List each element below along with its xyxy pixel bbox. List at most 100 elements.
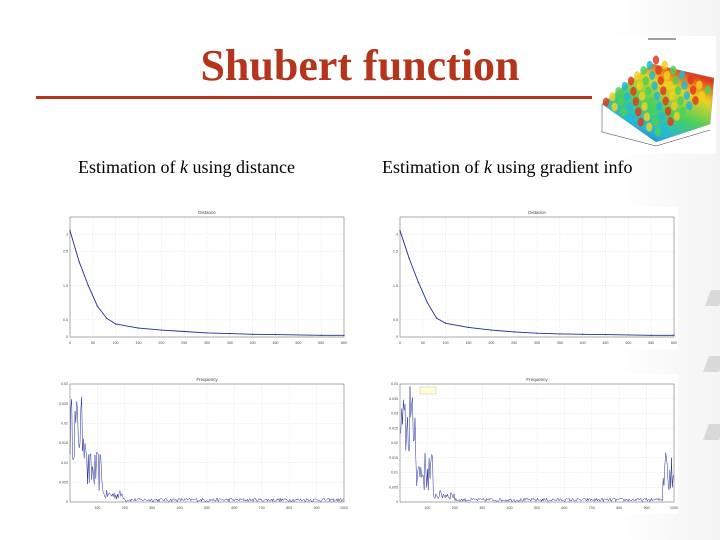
x-tick-label: 450 bbox=[273, 341, 279, 345]
data-point bbox=[536, 332, 538, 334]
x-tick-label: 900 bbox=[314, 506, 320, 510]
surface-peak bbox=[652, 55, 660, 65]
y-tick-label: 0.025 bbox=[59, 402, 68, 406]
surface-peak bbox=[662, 96, 669, 106]
surface-peak bbox=[683, 91, 690, 100]
y-tick-label: 0.015 bbox=[59, 441, 68, 445]
surface-peak bbox=[626, 102, 633, 112]
surface-peak bbox=[634, 71, 641, 81]
data-point bbox=[604, 334, 607, 336]
surface-peak bbox=[661, 122, 668, 132]
surface-peak bbox=[678, 70, 686, 80]
y-tick-label: 0.03 bbox=[61, 382, 68, 386]
data-point bbox=[445, 322, 447, 324]
x-tick-label: 300 bbox=[479, 506, 485, 510]
surface-peak bbox=[687, 75, 694, 85]
surface-peak bbox=[627, 76, 635, 86]
surface-peak bbox=[611, 102, 618, 112]
surface-peak bbox=[668, 91, 676, 101]
surface-peak bbox=[677, 96, 684, 106]
x-tick-label: 200 bbox=[488, 341, 494, 345]
surface-peak bbox=[624, 92, 631, 101]
chart-right-top: Distance 0 50 100 150 200 250 300 350 400 450 500 55… bbox=[388, 207, 678, 349]
surface-peak bbox=[642, 76, 650, 86]
data-point bbox=[343, 334, 345, 336]
surface-peak bbox=[660, 86, 667, 96]
series-line bbox=[69, 230, 344, 336]
y-tick-label: 0.01 bbox=[61, 461, 68, 465]
data-point bbox=[582, 333, 584, 335]
title-underline bbox=[36, 96, 614, 99]
x-tick-label: 100 bbox=[94, 506, 100, 510]
y-tick-label: 3 bbox=[66, 232, 68, 236]
plot-frame bbox=[399, 383, 675, 503]
surface-peak bbox=[661, 60, 668, 70]
surface-peak bbox=[658, 112, 665, 121]
x-tick-label: 150 bbox=[466, 341, 472, 345]
surface-peaks bbox=[602, 55, 712, 137]
y-tick-label: 0.01 bbox=[391, 471, 398, 475]
data-point bbox=[627, 334, 629, 336]
datatip-box bbox=[419, 386, 437, 395]
surface-peak bbox=[673, 111, 680, 121]
x-tick-label: 0 bbox=[399, 341, 401, 345]
surface-peak bbox=[689, 85, 697, 95]
data-point bbox=[115, 323, 117, 325]
data-point bbox=[229, 332, 231, 335]
chart-left-top: Distance 0 50 100 150 200 250 300 350 400 450 500 55… bbox=[58, 207, 348, 349]
surface-peak bbox=[672, 75, 679, 85]
x-tick-label: 550 bbox=[648, 341, 654, 345]
x-tick-label: 400 bbox=[580, 341, 586, 345]
surface-peak bbox=[636, 81, 643, 91]
y-tick-label: 0.03 bbox=[391, 412, 398, 416]
y-tick-label: 0.005 bbox=[59, 481, 68, 485]
series-line bbox=[399, 230, 674, 336]
surface-peak bbox=[641, 102, 648, 111]
y-tick-label: 1.5 bbox=[393, 284, 398, 288]
data-point bbox=[650, 334, 652, 336]
x-tick-label: 400 bbox=[507, 506, 513, 510]
surface-peak bbox=[645, 86, 652, 96]
y-tick-label: 0.04 bbox=[391, 382, 398, 386]
x-tick-label: 500 bbox=[534, 506, 540, 510]
x-tick-label: 250 bbox=[511, 341, 517, 345]
y-tick-label: 0 bbox=[396, 500, 398, 504]
surface-peak bbox=[649, 71, 656, 80]
surface-peak bbox=[609, 92, 616, 102]
chart-title: Distance bbox=[198, 210, 216, 215]
surface-peak bbox=[617, 97, 625, 107]
y-tick-label: 0.02 bbox=[391, 441, 398, 445]
y-tick-label: 0 bbox=[66, 500, 68, 504]
y-tick-label: 0 bbox=[66, 335, 68, 339]
data-point bbox=[96, 305, 98, 307]
surface-peak bbox=[647, 96, 654, 106]
surface-peak bbox=[654, 127, 662, 137]
x-tick-label: 300 bbox=[149, 506, 155, 510]
series-line bbox=[69, 396, 345, 503]
chart-title: Frequency bbox=[526, 377, 548, 382]
x-tick-label: 400 bbox=[177, 506, 183, 510]
data-point bbox=[513, 331, 515, 333]
surface-peak bbox=[637, 117, 644, 127]
data-point bbox=[160, 329, 162, 331]
surface-peak bbox=[655, 65, 662, 75]
surface-peak bbox=[698, 90, 705, 100]
x-tick-label: 0 bbox=[69, 341, 71, 345]
surface-peak bbox=[653, 91, 661, 101]
data-point bbox=[408, 257, 410, 259]
y-tick-label: 0.025 bbox=[389, 426, 398, 430]
surface-peak bbox=[620, 107, 627, 117]
surface-peak bbox=[692, 96, 699, 105]
y-tick-label: 1.5 bbox=[63, 284, 68, 288]
data-point bbox=[490, 329, 492, 331]
x-tick-label: 300 bbox=[534, 341, 540, 345]
data-point bbox=[297, 334, 299, 336]
surface-peak bbox=[646, 60, 653, 70]
x-tick-label: 700 bbox=[259, 506, 265, 510]
plot-frame bbox=[399, 216, 675, 338]
x-tick-label: 300 bbox=[204, 341, 210, 345]
x-tick-label: 350 bbox=[557, 341, 563, 345]
data-point bbox=[206, 332, 208, 334]
x-tick-label: 600 bbox=[561, 506, 567, 510]
surface-peak bbox=[640, 66, 647, 75]
